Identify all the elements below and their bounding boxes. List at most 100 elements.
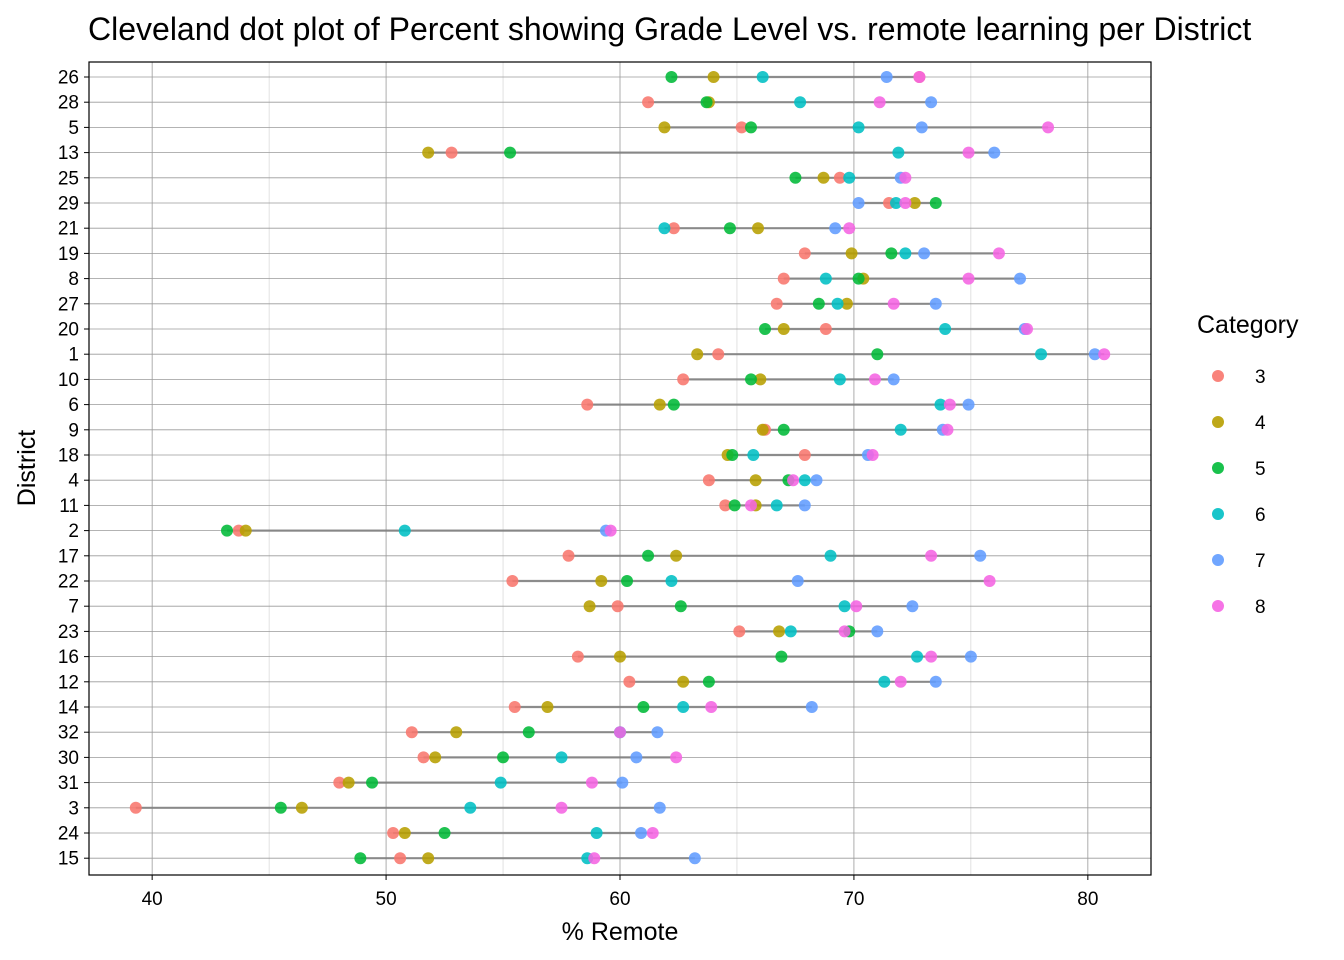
x-tick-label: 40 [142, 889, 163, 910]
data-point [583, 600, 596, 613]
data-point [866, 449, 879, 461]
x-tick-label: 70 [843, 889, 864, 910]
y-tick-label: 6 [68, 395, 79, 416]
data-point [777, 272, 790, 285]
data-point [906, 600, 919, 613]
data-point [775, 650, 788, 663]
data-point [581, 398, 594, 411]
data-point [398, 524, 411, 537]
data-point [614, 726, 626, 739]
data-point [941, 423, 954, 436]
data-point [1014, 272, 1027, 285]
data-point [429, 751, 442, 764]
data-point [934, 398, 947, 411]
legend-label: 8 [1255, 597, 1266, 618]
data-point [221, 524, 234, 537]
y-tick-label: 17 [58, 546, 79, 567]
y-tick-label: 30 [58, 748, 79, 769]
data-point [988, 146, 1001, 159]
data-point [831, 297, 844, 310]
data-point [274, 801, 287, 814]
data-point [871, 348, 884, 361]
data-point [754, 373, 767, 386]
data-point [658, 222, 671, 235]
data-point [733, 625, 746, 638]
y-tick-label: 2 [68, 521, 79, 542]
y-tick-label: 8 [68, 269, 79, 290]
data-point [892, 146, 905, 159]
data-point [702, 474, 715, 487]
data-point [773, 625, 786, 638]
legend-label: 6 [1255, 505, 1266, 526]
y-tick-label: 16 [58, 647, 79, 668]
data-point [623, 675, 636, 688]
y-tick-label: 31 [58, 773, 79, 794]
y-tick-label: 18 [58, 446, 79, 467]
data-point [925, 96, 938, 109]
chart-title: Cleveland dot plot of Percent showing Gr… [88, 11, 1251, 47]
data-point [700, 96, 713, 109]
data-point [1098, 348, 1111, 361]
data-point [450, 726, 463, 739]
data-point [911, 650, 924, 663]
legend-key [1212, 370, 1224, 382]
data-point [667, 398, 680, 411]
data-point [422, 146, 435, 159]
data-point [585, 776, 598, 789]
data-point [787, 474, 800, 487]
data-point [819, 323, 832, 335]
data-point [691, 348, 704, 361]
data-point [677, 701, 690, 713]
data-point [588, 852, 601, 865]
data-point [915, 121, 928, 134]
data-point [929, 675, 942, 688]
y-tick-label: 26 [58, 68, 79, 89]
data-point [562, 549, 575, 562]
data-point [541, 701, 554, 713]
data-point [824, 549, 837, 562]
data-point [670, 549, 683, 562]
data-point [438, 827, 451, 839]
y-tick-label: 13 [58, 143, 79, 164]
data-point [838, 625, 851, 638]
data-point [810, 474, 823, 487]
data-point [918, 247, 931, 260]
data-point [929, 297, 942, 310]
x-axis-ticks: 40 50 60 70 80 [142, 875, 1098, 910]
data-point [494, 776, 507, 789]
data-point [868, 373, 881, 386]
data-point [674, 600, 687, 613]
y-axis-ticks: 26 28 5 13 25 29 21 19 8 27 20 1 10 6 9 18 4 11 2 17 22 7 23 16… [58, 68, 89, 870]
data-point [871, 625, 884, 638]
y-tick-label: 29 [58, 194, 79, 215]
data-point [571, 650, 584, 663]
data-point [939, 323, 952, 335]
data-point [759, 323, 772, 335]
data-point [405, 726, 418, 739]
y-tick-label: 5 [68, 118, 79, 139]
data-point [642, 549, 655, 562]
data-point [833, 373, 846, 386]
data-point [852, 121, 865, 134]
data-point [819, 272, 832, 285]
data-point [621, 575, 634, 587]
data-point [843, 171, 856, 184]
data-point [611, 600, 624, 613]
x-tick-label: 50 [376, 889, 397, 910]
data-point [878, 675, 891, 688]
data-point [394, 852, 407, 865]
data-point [705, 701, 718, 713]
y-tick-label: 24 [58, 824, 80, 845]
data-point [943, 398, 956, 411]
data-point [642, 96, 655, 109]
data-point [964, 650, 977, 663]
data-point [873, 96, 886, 109]
y-tick-label: 1 [68, 345, 79, 366]
data-point [667, 222, 680, 235]
data-point [744, 373, 757, 386]
data-point [843, 222, 856, 235]
data-point [794, 96, 807, 109]
y-tick-label: 14 [58, 698, 80, 719]
data-point [962, 398, 975, 411]
y-tick-label: 11 [59, 496, 79, 517]
